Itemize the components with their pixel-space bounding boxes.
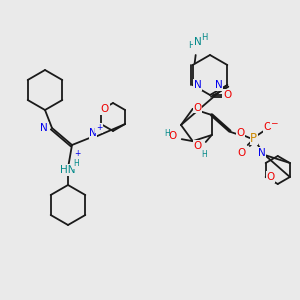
Text: N: N: [214, 80, 222, 90]
Text: H: H: [164, 129, 170, 138]
Text: P: P: [250, 131, 257, 145]
Text: H: H: [202, 32, 208, 41]
Text: O: O: [237, 128, 245, 138]
Text: O: O: [264, 122, 272, 132]
Text: H: H: [188, 41, 195, 50]
Text: N: N: [40, 123, 48, 133]
Text: O: O: [169, 131, 177, 141]
Text: O: O: [194, 103, 202, 113]
Text: −: −: [270, 118, 278, 127]
Text: O: O: [194, 141, 202, 151]
Text: +: +: [74, 148, 80, 158]
Text: N: N: [89, 128, 97, 138]
Text: O: O: [101, 104, 109, 114]
Text: +: +: [96, 124, 102, 133]
Text: N: N: [194, 37, 202, 47]
Text: H: H: [201, 151, 207, 160]
Text: O: O: [223, 90, 231, 100]
Text: H: H: [73, 160, 79, 169]
Text: O: O: [266, 172, 275, 182]
Text: O: O: [238, 148, 246, 158]
Text: N: N: [258, 148, 266, 158]
Text: HN: HN: [60, 165, 76, 175]
Text: N: N: [194, 80, 202, 90]
